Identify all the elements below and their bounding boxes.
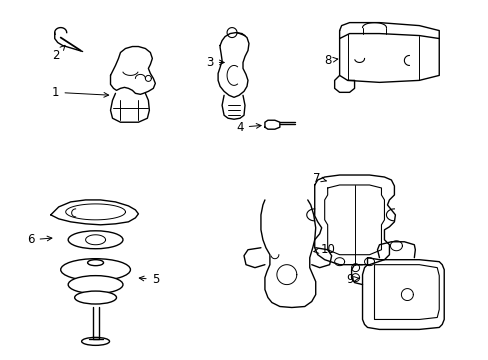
Ellipse shape bbox=[68, 276, 122, 293]
Text: 2: 2 bbox=[52, 45, 65, 62]
Text: 7: 7 bbox=[312, 171, 325, 185]
Text: 1: 1 bbox=[52, 86, 108, 99]
Text: 8: 8 bbox=[324, 54, 337, 67]
Text: 6: 6 bbox=[27, 233, 52, 246]
Text: 10: 10 bbox=[313, 243, 334, 256]
Text: 3: 3 bbox=[206, 56, 224, 69]
Ellipse shape bbox=[61, 259, 130, 280]
Ellipse shape bbox=[81, 337, 109, 345]
Text: 9: 9 bbox=[345, 273, 358, 286]
Text: 4: 4 bbox=[236, 121, 261, 134]
Text: 5: 5 bbox=[139, 273, 159, 286]
Ellipse shape bbox=[68, 231, 122, 249]
Ellipse shape bbox=[75, 291, 116, 304]
Ellipse shape bbox=[87, 260, 103, 266]
